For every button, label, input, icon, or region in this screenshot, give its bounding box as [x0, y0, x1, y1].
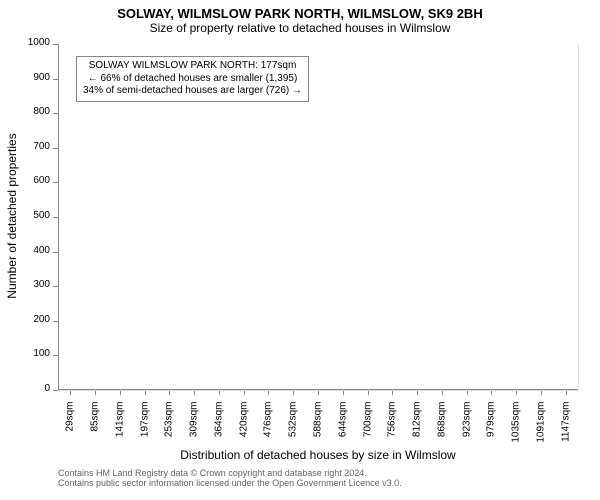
property-size-chart: SOLWAY, WILMSLOW PARK NORTH, WILMSLOW, S…: [0, 0, 600, 500]
annotation-box: SOLWAY WILMSLOW PARK NORTH: 177sqm ← 66%…: [76, 56, 309, 102]
annotation-line-2: ← 66% of detached houses are smaller (1,…: [83, 73, 302, 86]
chart-title: SOLWAY, WILMSLOW PARK NORTH, WILMSLOW, S…: [0, 0, 600, 21]
footer-line-1: Contains HM Land Registry data © Crown c…: [58, 468, 402, 478]
chart-footer: Contains HM Land Registry data © Crown c…: [58, 468, 402, 488]
annotation-line-1: SOLWAY WILMSLOW PARK NORTH: 177sqm: [83, 60, 302, 73]
annotation-line-3: 34% of semi-detached houses are larger (…: [83, 85, 302, 98]
footer-line-2: Contains public sector information licen…: [58, 478, 402, 488]
y-axis-label: Number of detached properties: [5, 43, 19, 389]
chart-subtitle: Size of property relative to detached ho…: [0, 21, 600, 35]
x-axis-label: Distribution of detached houses by size …: [58, 448, 578, 462]
